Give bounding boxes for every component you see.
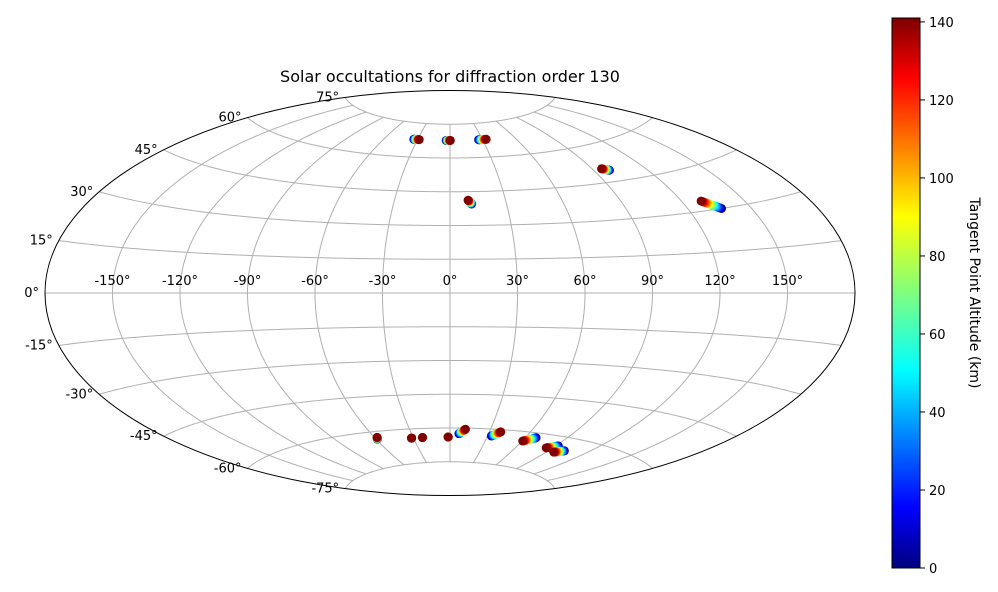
chart-title: Solar occultations for diffraction order… bbox=[280, 67, 620, 86]
parallel-line bbox=[344, 97, 556, 125]
grid-lines bbox=[45, 97, 855, 489]
y-tick-label: 75° bbox=[316, 90, 339, 105]
colorbar-tick-label: 100 bbox=[929, 172, 954, 187]
colorbar-ticks: 0 20 40 60 80 100 120 140 bbox=[920, 16, 954, 577]
parallel-line bbox=[163, 149, 737, 193]
data-points bbox=[372, 134, 726, 457]
y-tick-label: 0° bbox=[24, 286, 39, 301]
x-tick-label: -120° bbox=[162, 274, 198, 289]
y-tick-label: -45° bbox=[130, 429, 158, 444]
x-tick-label: 120° bbox=[704, 274, 735, 289]
x-tick-label: -150° bbox=[94, 274, 130, 289]
colorbar-tick-label: 80 bbox=[929, 250, 946, 265]
x-tick-label: 150° bbox=[772, 274, 803, 289]
colorbar-tick-label: 0 bbox=[929, 562, 937, 577]
occultation-point bbox=[463, 195, 473, 205]
y-tick-label: -75° bbox=[311, 482, 339, 497]
colorbar-label: Tangent Point Altitude (km) bbox=[966, 196, 982, 388]
x-tick-label: -60° bbox=[301, 274, 329, 289]
y-tick-label: -60° bbox=[214, 461, 242, 476]
x-tick-label: 90° bbox=[641, 274, 664, 289]
occultation-point bbox=[496, 427, 506, 437]
parallel-line bbox=[99, 360, 801, 395]
occultation-point bbox=[549, 447, 559, 457]
x-tick-label: -30° bbox=[369, 274, 397, 289]
occultation-point bbox=[460, 424, 470, 434]
y-tick-label: 45° bbox=[135, 143, 158, 158]
parallel-line bbox=[163, 393, 737, 437]
occultation-point bbox=[541, 443, 551, 453]
parallel-line bbox=[344, 461, 556, 489]
colorbar-tick-label: 60 bbox=[929, 328, 946, 343]
colorbar bbox=[891, 17, 921, 569]
map-boundary bbox=[44, 90, 856, 496]
colorbar-tick-label: 20 bbox=[929, 484, 946, 499]
parallel-line bbox=[58, 240, 842, 260]
occultation-point bbox=[414, 135, 424, 145]
parallel-line bbox=[58, 326, 842, 346]
parallel-line bbox=[99, 191, 801, 226]
occultation-point bbox=[481, 134, 491, 144]
occultation-point bbox=[696, 196, 706, 206]
occultation-point bbox=[597, 164, 607, 174]
occultation-point bbox=[407, 433, 417, 443]
occultation-point bbox=[445, 135, 455, 145]
y-tick-label: -15° bbox=[25, 338, 53, 353]
colorbar-tick-label: 40 bbox=[929, 406, 946, 421]
y-tick-label: 60° bbox=[218, 111, 241, 126]
colorbar-tick-label: 140 bbox=[929, 16, 954, 31]
x-tick-label: 30° bbox=[506, 274, 529, 289]
y-tick-label: 15° bbox=[30, 234, 53, 249]
colorbar-tick-label: 120 bbox=[929, 94, 954, 109]
parallel-line bbox=[247, 427, 653, 469]
x-tick-label: 60° bbox=[573, 274, 596, 289]
x-tick-label: 0° bbox=[443, 274, 458, 289]
occultation-point bbox=[372, 432, 382, 442]
parallel-line bbox=[247, 117, 653, 159]
y-tick-label: -30° bbox=[66, 387, 94, 402]
x-tick-label: -90° bbox=[234, 274, 262, 289]
tick-labels: -150° -120° -90° -60° -30° 0° 30° 60° 90° 120° 150… bbox=[24, 90, 803, 496]
occultation-point bbox=[443, 432, 453, 442]
occultation-point bbox=[518, 436, 528, 446]
y-tick-label: 30° bbox=[70, 185, 93, 200]
occultation-point bbox=[417, 433, 427, 443]
